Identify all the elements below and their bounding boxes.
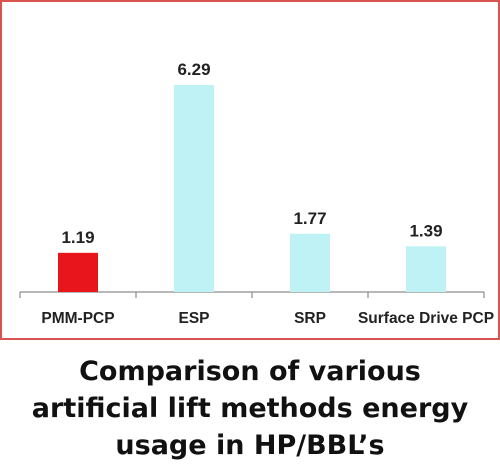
category-label: PMM-PCP (41, 310, 114, 327)
bar-value-label: 1.19 (61, 228, 94, 247)
bar-esp (174, 85, 214, 292)
category-label: ESP (178, 310, 209, 327)
bar-value-label: 1.39 (409, 221, 442, 240)
bar-surface-drive-pcp (406, 246, 446, 292)
bar-pmm-pcp (58, 252, 98, 292)
bar-value-label: 6.29 (177, 60, 210, 79)
bar-value-label: 1.77 (293, 209, 326, 228)
category-label: Surface Drive PCP (358, 310, 494, 327)
bar-srp (290, 233, 330, 292)
chart-frame (0, 0, 500, 340)
category-label: SRP (294, 310, 326, 327)
bar-chart: 1.19 PMM-PCP 6.29 ESP 1.77 SRP 1.39 Surface Dri… (19, 60, 494, 327)
chart-caption: Comparison of various artificial lift me… (31, 355, 469, 461)
